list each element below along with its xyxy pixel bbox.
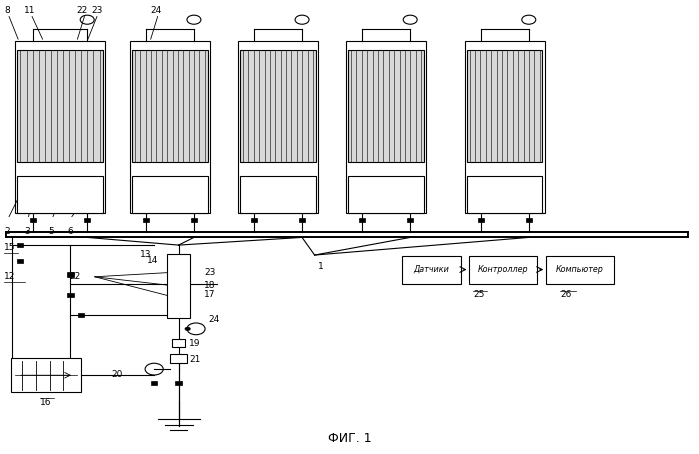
Bar [240,176,316,213]
Bar [84,207,90,211]
Text: 5: 5 [48,227,54,236]
Bar [191,207,197,211]
Text: Компьютер: Компьютер [556,265,604,274]
Bar [191,218,197,222]
Bar [143,218,149,222]
Text: ФИГ. 1: ФИГ. 1 [328,432,371,445]
Bar [526,218,532,222]
Bar [240,50,316,162]
Bar [346,41,426,213]
Bar [175,282,181,286]
Bar [175,309,181,312]
Bar [17,50,103,162]
Text: 19: 19 [189,339,201,348]
Text: 18: 18 [204,281,216,291]
Bar [526,207,532,211]
Bar [173,339,185,347]
Bar [467,176,542,213]
Bar [17,176,103,213]
Text: 24: 24 [151,6,162,15]
Bar [17,259,23,263]
Text: 13: 13 [140,250,152,259]
Text: 26: 26 [560,291,572,299]
Text: 12: 12 [4,272,15,281]
Text: 16: 16 [41,398,52,407]
Bar [546,256,614,284]
Bar [84,218,90,222]
Bar [299,207,305,211]
Bar [477,218,484,222]
Bar [11,358,81,392]
Bar [29,207,36,211]
Text: 22: 22 [69,272,80,281]
Bar [132,50,208,162]
Bar [251,218,257,222]
Text: 23: 23 [204,268,216,277]
Bar [78,313,84,317]
Text: 21: 21 [189,355,201,364]
Bar [130,41,210,213]
Bar [15,41,106,213]
Bar [175,268,181,272]
Bar [238,41,318,213]
Text: 11: 11 [24,6,36,15]
Bar [67,272,73,276]
Bar [299,218,305,222]
Text: Датчики: Датчики [414,265,449,274]
Text: 23: 23 [92,6,103,15]
Bar [470,256,537,284]
Bar [167,254,190,317]
Circle shape [185,327,190,331]
Bar [132,176,208,213]
Text: 8: 8 [5,6,10,15]
Text: 17: 17 [204,291,216,300]
Bar [348,50,424,162]
Bar [465,41,545,213]
Bar [175,296,181,299]
Text: 2: 2 [5,227,10,236]
Bar [402,256,461,284]
Text: 15: 15 [4,243,15,252]
Bar [67,293,73,297]
Bar [151,381,157,385]
Bar [407,218,413,222]
Text: 25: 25 [473,291,484,299]
Text: Контроллер: Контроллер [478,265,528,274]
Bar [251,207,257,211]
Bar [348,176,424,213]
Text: 3: 3 [24,227,30,236]
Bar [467,50,542,162]
Text: 20: 20 [111,370,123,379]
Text: 6: 6 [68,227,73,236]
Bar [477,207,484,211]
Bar [17,243,23,247]
Bar [171,354,187,363]
Bar [175,381,182,385]
Text: 14: 14 [147,257,159,266]
Text: 24: 24 [208,316,219,324]
Bar [359,207,365,211]
Text: 22: 22 [77,6,88,15]
Bar [29,218,36,222]
Bar [407,207,413,211]
Text: 1: 1 [318,262,324,271]
Bar [143,207,149,211]
Bar [359,218,365,222]
